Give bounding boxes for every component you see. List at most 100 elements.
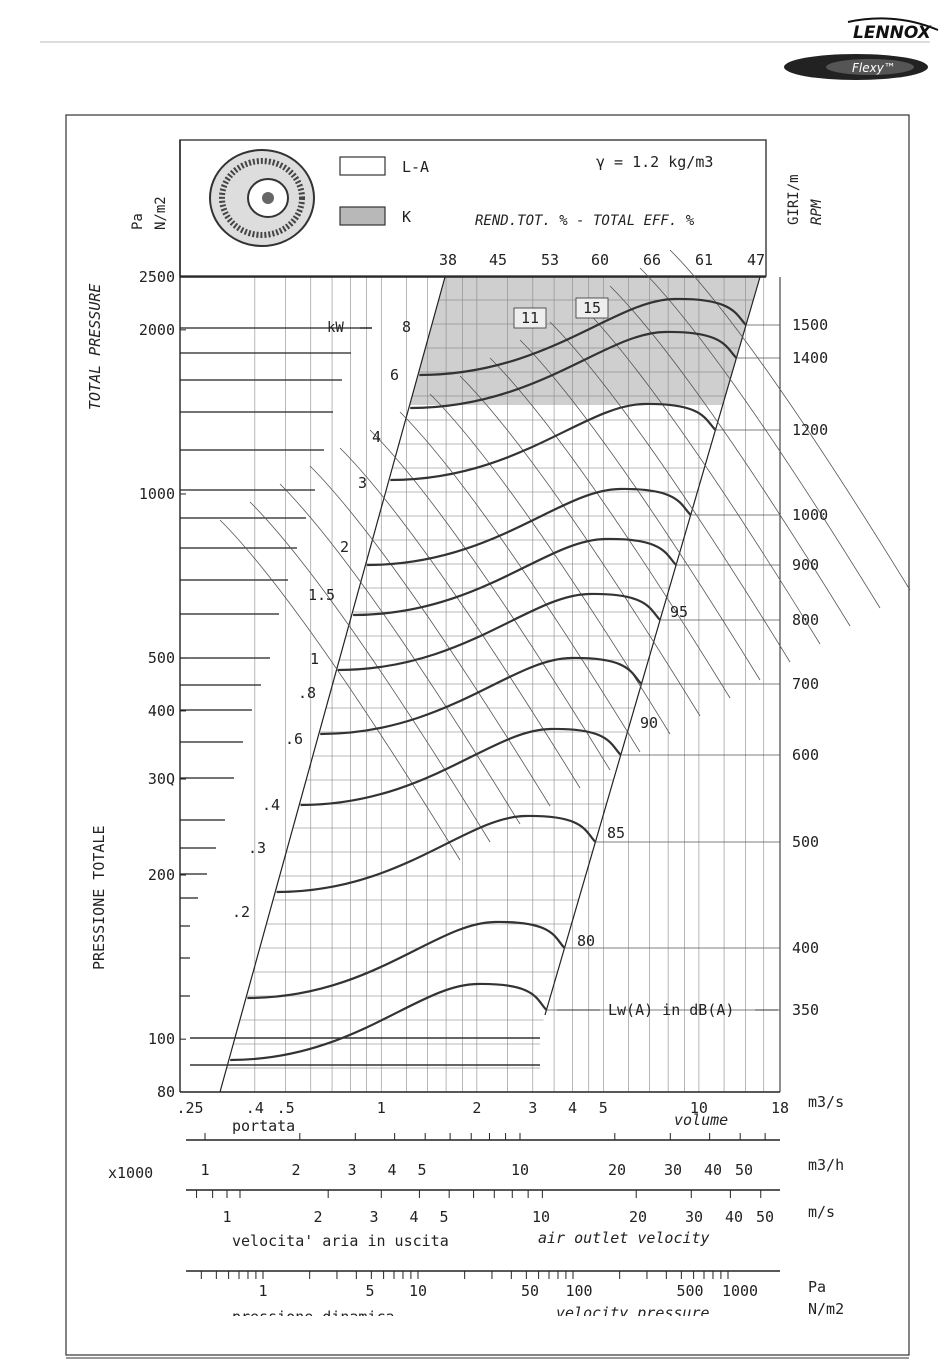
boxed-power-box — [513, 307, 547, 329]
efficiency-title: REND.TOT. % - TOTAL EFF. % — [475, 213, 695, 229]
rpm-unit-giri: GIRI/m — [786, 174, 802, 225]
svg-text:Flexy™: Flexy™ — [852, 61, 896, 75]
velocity-tick-label: 10 — [532, 1208, 550, 1226]
y-tick-label: 100 — [148, 1030, 175, 1048]
rpm-curve — [353, 537, 677, 617]
sound-label: 95 — [670, 603, 688, 621]
sound-label: 80 — [577, 932, 595, 950]
x-volume-tick-label: 4 — [568, 1099, 577, 1117]
efficiency-curve — [669, 249, 911, 591]
sound-label: 90 — [640, 714, 658, 732]
x-volume-tick-label: 1 — [377, 1099, 386, 1117]
right-boundary — [544, 276, 761, 1016]
flow-multiplier: x1000 — [108, 1164, 153, 1182]
legend-label-la: L-A — [402, 158, 429, 176]
x-volume-tick-label: .25 — [176, 1099, 203, 1117]
x-unit-m3s: m3/s — [808, 1093, 844, 1111]
rpm-label: 600 — [792, 746, 819, 764]
y-tick-label: 2500 — [139, 268, 175, 286]
efficiency-label: 66 — [643, 251, 661, 269]
x-volume-tick-label: .4 — [246, 1099, 264, 1117]
rpm-label: 400 — [792, 939, 819, 957]
power-label: .6 — [285, 730, 303, 748]
efficiency-label: 61 — [695, 251, 713, 269]
efficiency-label: 47 — [747, 251, 765, 269]
x-label-volume: volume — [674, 1111, 728, 1129]
y-unit-nm2: N/m2 — [153, 196, 169, 230]
x-volume-tick-label: 3 — [528, 1099, 537, 1117]
density-note: γ = 1.2 kg/m3 — [596, 153, 713, 171]
svg-text:LENNOX: LENNOX — [853, 23, 932, 43]
velocity-label-en: air outlet velocity — [538, 1229, 710, 1247]
rpm-label: 500 — [792, 833, 819, 851]
chart-curves — [230, 297, 747, 1062]
velocity-tick-label: 40 — [725, 1208, 743, 1226]
efficiency-curve — [339, 447, 581, 789]
power-label: .8 — [298, 684, 316, 702]
left-boundary — [219, 276, 446, 1093]
kw-unit: kW — [327, 320, 344, 336]
boxed-power-label: 15 — [583, 299, 601, 317]
flow-tick-label: 1 — [200, 1161, 209, 1179]
flow-tick-label: 40 — [704, 1161, 722, 1179]
rpm-label: 350 — [792, 1001, 819, 1019]
velocity-tick-label: 5 — [439, 1208, 448, 1226]
flow-tick-label: 50 — [735, 1161, 753, 1179]
flow-tick-label: 20 — [608, 1161, 626, 1179]
velocity-label-it: velocita' aria in uscita — [232, 1232, 449, 1250]
rpm-label: 700 — [792, 675, 819, 693]
efficiency-curve — [399, 411, 641, 753]
rpm-curve — [300, 727, 622, 807]
flow-unit: m3/h — [808, 1156, 844, 1174]
y-tick-label: 1000 — [139, 485, 175, 503]
x-label-portata: portata — [232, 1117, 295, 1135]
dynpressure-tick-label: 100 — [565, 1282, 592, 1300]
boxed-power-box — [575, 297, 609, 319]
y-tick-label: 30Q — [148, 770, 175, 788]
x-volume-tick-label: 2 — [472, 1099, 481, 1117]
x-volume-tick-label: 10 — [690, 1099, 708, 1117]
legend-swatch-la — [339, 156, 386, 176]
rpm-curve — [419, 297, 747, 377]
rpm-label: 1500 — [792, 316, 828, 334]
y-tick-label: 200 — [148, 866, 175, 884]
dynpressure-tick-label: 50 — [521, 1282, 539, 1300]
dynpressure-tick-label: 5 — [365, 1282, 374, 1300]
rpm-curve — [276, 814, 597, 894]
efficiency-curve — [639, 267, 881, 609]
efficiency-curve — [549, 321, 791, 663]
y-tick-label: 80 — [157, 1083, 175, 1101]
dynpressure-tick-label: 10 — [409, 1282, 427, 1300]
rpm-label: 1400 — [792, 349, 828, 367]
efficiency-curve — [519, 339, 761, 681]
efficiency-label: 45 — [489, 251, 507, 269]
power-label: 1.5 — [308, 586, 335, 604]
boxed-power-label: 11 — [521, 309, 539, 327]
chart-grid — [179, 140, 911, 1279]
x-volume-tick-label: 5 — [599, 1099, 608, 1117]
power-label: 4 — [372, 428, 381, 446]
power-label: .3 — [248, 839, 266, 857]
efficiency-curve — [369, 429, 611, 771]
flow-tick-label: 5 — [417, 1161, 426, 1179]
rpm-curve — [247, 920, 566, 1000]
power-label: 6 — [390, 366, 399, 384]
y-tick-label: 500 — [148, 649, 175, 667]
efficiency-curve — [609, 285, 851, 627]
efficiency-curve — [459, 375, 701, 717]
rpm-curve — [366, 487, 692, 567]
power-label: 8 — [402, 318, 411, 336]
rpm-unit-rpm: RPM — [809, 199, 825, 225]
rpm-curve — [337, 592, 661, 672]
rpm-label: 1200 — [792, 421, 828, 439]
k-range-shading — [409, 277, 760, 405]
scan-crop-mask — [67, 1316, 908, 1354]
lennox-logo: LENNOX — [847, 17, 939, 43]
efficiency-curve — [219, 519, 461, 861]
rpm-curve — [410, 330, 738, 410]
efficiency-label: 53 — [541, 251, 559, 269]
velocity-tick-label: 20 — [629, 1208, 647, 1226]
power-label: 3 — [358, 474, 367, 492]
